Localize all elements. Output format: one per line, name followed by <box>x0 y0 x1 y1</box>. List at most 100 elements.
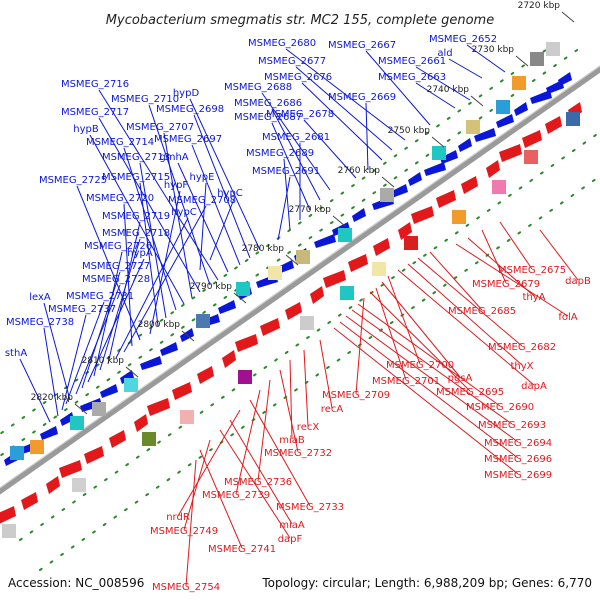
forward-gene-arrow <box>440 150 458 164</box>
forward-gene-label: hypC <box>217 188 243 199</box>
feature-block <box>380 188 394 202</box>
reverse-gene-label: MSMEG_2693 <box>478 420 546 431</box>
forward-gene-label: MSMEG_2717 <box>61 107 129 118</box>
feature-block <box>238 370 252 384</box>
forward-leader-line <box>301 82 383 161</box>
reverse-gene-label: dapA <box>521 381 547 392</box>
reverse-gene-label: dapB <box>565 276 591 287</box>
reverse-leader-line <box>185 459 197 587</box>
scale-tick <box>285 254 299 266</box>
scale-tick <box>431 136 445 148</box>
reverse-gene-arrow <box>436 190 456 208</box>
forward-gene-label: MSMEG_2713 <box>102 152 170 163</box>
forward-leader-line <box>65 301 105 405</box>
reverse-leader-line <box>199 449 243 549</box>
feature-block <box>300 316 314 330</box>
forward-gene-arrow <box>424 162 446 176</box>
reverse-gene-label: recA <box>321 404 344 415</box>
scale-label: 2810 kbp <box>82 356 125 366</box>
feature-block <box>2 524 16 538</box>
reverse-gene-label: MSMEG_2754 <box>152 582 220 593</box>
feature-block <box>432 146 446 160</box>
forward-leader-line <box>76 185 141 341</box>
forward-gene-label: MSMEG_2719 <box>102 211 170 222</box>
reverse-gene-arrow <box>348 254 368 272</box>
feature-block <box>10 446 24 460</box>
guide-rings <box>0 39 600 571</box>
reverse-gene-arrow <box>323 270 346 288</box>
forward-gene-label: MSMEG_2691 <box>252 166 320 177</box>
reverse-gene-arrow <box>147 398 170 416</box>
forward-gene-label: MSMEG_2689 <box>246 148 314 159</box>
forward-gene-arrow <box>530 90 552 104</box>
feature-block <box>492 180 506 194</box>
reverse-leader-line <box>499 221 533 270</box>
reverse-leader-line <box>481 229 507 284</box>
forward-leader-line <box>285 48 406 141</box>
kbp-scale: 2720 kbp 2730 kbp 2740 kbp 2750 kbp 2760 kbp… <box>31 1 575 415</box>
forward-leader-line <box>123 205 207 353</box>
reverse-leader-line <box>417 257 523 347</box>
reverse-leader-line <box>539 229 579 281</box>
forward-leader-line <box>189 98 261 251</box>
forward-leader-line <box>295 66 393 151</box>
reverse-genes <box>0 102 582 524</box>
forward-leader-line <box>43 302 71 401</box>
scale-label: 2800 kbp <box>138 320 181 330</box>
forward-leader-line <box>303 119 357 179</box>
scale-tick <box>381 176 395 188</box>
forward-leader-line <box>365 50 431 126</box>
scale-tick <box>470 95 484 107</box>
forward-gene-label: MSMEG_2698 <box>156 104 224 115</box>
reverse-leader-line <box>455 243 569 317</box>
reverse-gene-arrow <box>310 286 324 304</box>
feature-block <box>72 478 86 492</box>
reverse-leader-line <box>467 237 535 297</box>
forward-leader-line <box>123 147 177 311</box>
forward-gene-label: hypD <box>173 88 200 99</box>
reverse-gene-arrow <box>499 144 522 162</box>
forward-gene-label: MSMEG_2686 <box>234 98 302 109</box>
reverse-gene-arrow <box>373 238 390 256</box>
reverse-leader-line <box>381 281 461 378</box>
reverse-gene-arrow <box>411 206 434 224</box>
forward-leader-line <box>199 182 207 271</box>
forward-gene-label: MSMEG_2727 <box>82 261 150 272</box>
reverse-gene-label: miaA <box>279 520 305 531</box>
forward-leader-line <box>271 122 311 211</box>
reverse-leader-line <box>183 439 211 531</box>
reverse-gene-label: dapF <box>278 534 303 545</box>
forward-gene-arrow <box>120 370 134 384</box>
reverse-leader-line <box>345 315 519 443</box>
forward-gene-arrow <box>458 138 472 152</box>
forward-gene-label: MSMEG_2677 <box>258 56 326 67</box>
feature-block <box>296 250 310 264</box>
forward-leader-line <box>115 217 189 359</box>
reverse-gene-arrow <box>235 334 258 352</box>
reverse-gene-arrow <box>84 446 104 464</box>
reverse-gene-label: recX <box>297 422 320 433</box>
reverse-gene-label: MSMEG_2675 <box>498 265 566 276</box>
forward-leader-line <box>448 58 483 79</box>
forward-gene-label: lexA <box>29 292 51 303</box>
forward-gene-arrow <box>314 234 336 248</box>
reverse-leader-line <box>355 297 365 395</box>
reverse-leader-line <box>319 339 333 409</box>
forward-leader-line <box>139 182 159 327</box>
reverse-gene-label: MSMEG_2733 <box>276 502 344 513</box>
forward-gene-label: ald <box>437 48 452 59</box>
forward-leader-line <box>177 162 229 273</box>
reverse-gene-label: MSMEG_2700 <box>386 360 454 371</box>
reverse-gene-arrow <box>398 222 412 240</box>
scale-tick <box>125 366 139 378</box>
scale-label: 2750 kbp <box>388 126 431 136</box>
reverse-gene-label: MSMEG_2682 <box>488 342 556 353</box>
reverse-leader-line <box>351 309 513 425</box>
reverse-gene-label: miaB <box>279 435 305 446</box>
reverse-leader-line <box>235 389 261 495</box>
reverse-leader-line <box>257 379 271 482</box>
forward-leader-line <box>193 114 251 259</box>
reverse-gene-label: MSMEG_2695 <box>436 387 504 398</box>
reverse-gene-arrow <box>197 366 214 384</box>
